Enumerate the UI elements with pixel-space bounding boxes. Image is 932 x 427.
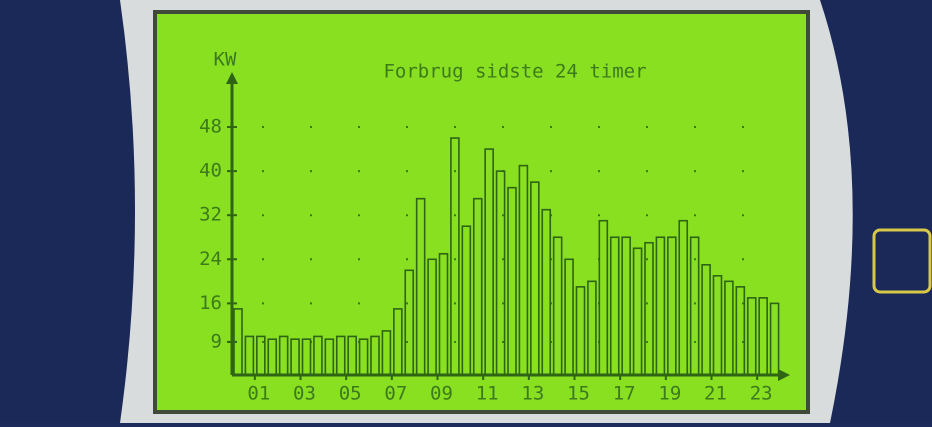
x-tick-label: 05 <box>339 383 362 405</box>
y-tick-label: 32 <box>199 204 222 226</box>
x-tick-label: 21 <box>704 383 727 405</box>
y-tick-label: 24 <box>199 248 222 270</box>
y-tick-label: 40 <box>199 160 222 182</box>
y-tick-label: 16 <box>199 292 222 314</box>
x-tick-label: 09 <box>430 383 453 405</box>
x-tick-label: 07 <box>384 383 407 405</box>
page: KW Forbrug sidste 24 timer 9 16 24 32 40 48 01… <box>0 0 932 423</box>
y-tick-label: 9 <box>211 330 222 352</box>
chart-title: Forbrug sidste 24 timer <box>383 61 646 83</box>
y-axis-label: KW <box>214 49 237 71</box>
y-tick-label: 48 <box>199 116 222 138</box>
x-tick-label: 19 <box>658 383 681 405</box>
x-tick-label: 15 <box>567 383 590 405</box>
x-tick-label: 03 <box>293 383 316 405</box>
x-tick-label: 23 <box>750 383 773 405</box>
x-tick-label: 13 <box>521 383 544 405</box>
device-photo: KW Forbrug sidste 24 timer 9 16 24 32 40 48 01… <box>0 0 932 423</box>
button[interactable] <box>874 230 930 292</box>
x-tick-label: 01 <box>247 383 270 405</box>
x-tick-label: 17 <box>613 383 636 405</box>
x-tick-label: 11 <box>476 383 499 405</box>
